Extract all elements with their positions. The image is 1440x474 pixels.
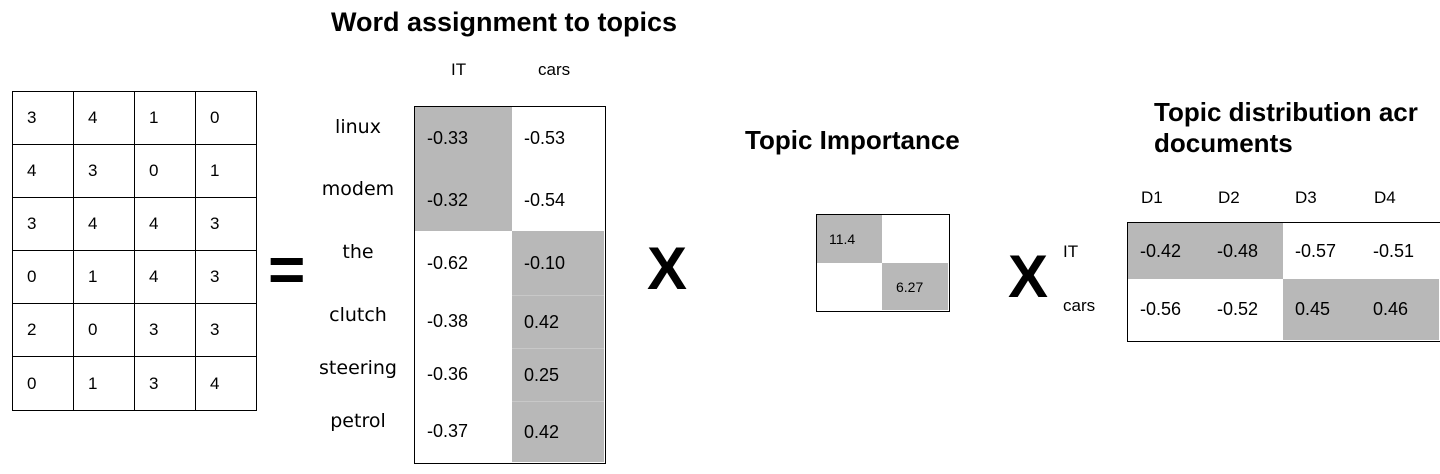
word-label: linux: [335, 116, 381, 138]
matrix-cell: 3: [134, 303, 196, 357]
word-label: modem: [321, 178, 395, 200]
matrix-cell: 3: [195, 303, 257, 357]
topic-label-it: IT: [451, 60, 467, 79]
matrix-cell: 4: [73, 197, 135, 251]
word-topic-cell: -0.37: [427, 421, 469, 441]
topic-doc-cell: -0.52: [1217, 299, 1259, 319]
matrix-cell: 0: [73, 303, 135, 357]
topic-label-cars: cars: [538, 60, 571, 79]
topic-doc-cell: -0.51: [1373, 240, 1415, 261]
word-topic-cell: -0.33: [415, 107, 512, 169]
topic-row-label-it: IT: [1063, 242, 1079, 261]
matrix-cell: 0: [195, 91, 257, 145]
topic-doc-cell: 0.45: [1283, 279, 1361, 340]
word-topic-cell: 0.42: [512, 295, 604, 348]
word-topic-cell: 0.42: [512, 401, 604, 462]
topic-document-matrix: -0.42 -0.48 -0.57 -0.51 -0.56 -0.52 0.45…: [1127, 222, 1440, 342]
importance-cell-it: 11.4: [817, 215, 882, 263]
topic-doc-cell: -0.57: [1295, 240, 1337, 261]
doc-label: D2: [1218, 188, 1240, 207]
word-label: clutch: [329, 304, 387, 326]
matrix-cell: 4: [73, 91, 135, 145]
matrix-cell: 3: [195, 250, 257, 304]
matrix-cell: 4: [195, 356, 257, 411]
matrix-cell: 3: [195, 197, 257, 251]
matrix-cell: 1: [134, 91, 196, 145]
word-label: petrol: [330, 410, 386, 432]
matrix-cell: 3: [12, 91, 74, 145]
matrix-cell: 0: [12, 250, 74, 304]
topic-doc-cell: -0.56: [1140, 299, 1182, 319]
matrix-cell: 0: [12, 356, 74, 411]
matrix-cell: 3: [73, 144, 135, 198]
word-topic-cell: -0.38: [427, 311, 469, 331]
word-label: the: [342, 241, 374, 263]
doc-label: D3: [1295, 188, 1317, 207]
matrix-cell: 1: [73, 356, 135, 411]
topic-distribution-title-line2: documents: [1154, 128, 1293, 158]
word-topic-cell: 0.25: [512, 348, 604, 401]
topic-doc-cell: 0.46: [1361, 279, 1439, 340]
word-topic-cell: -0.53: [524, 127, 566, 148]
matrix-cell: 4: [12, 144, 74, 198]
topic-row-label-cars: cars: [1063, 296, 1096, 315]
word-topic-matrix: -0.33 -0.53 -0.32 -0.54 -0.62 -0.10 -0.3…: [414, 106, 606, 464]
matrix-cell: 2: [12, 303, 74, 357]
matrix-cell: 1: [73, 250, 135, 304]
word-topic-cell: -0.62: [427, 252, 469, 273]
importance-cell-cars: 6.27: [882, 263, 948, 310]
multiply-sign: X: [647, 235, 688, 302]
word-topic-cell: -0.36: [427, 364, 469, 384]
topic-importance-title: Topic Importance: [745, 125, 960, 155]
word-topic-cell: -0.32: [415, 169, 512, 231]
topic-importance-matrix: 11.4 6.27: [816, 214, 950, 312]
equals-sign: =: [268, 233, 306, 305]
term-document-matrix: 3 4 1 0 4 3 0 1 3 4 4 3 0 1 4 3 2 0 3 3 …: [12, 91, 257, 411]
matrix-cell: 3: [134, 356, 196, 411]
matrix-cell: 4: [134, 197, 196, 251]
multiply-sign: X: [1008, 243, 1049, 310]
doc-label: D1: [1141, 188, 1163, 207]
word-topic-cell: -0.10: [512, 231, 604, 295]
topic-distribution-title-line1: Topic distribution acr: [1154, 97, 1418, 127]
word-label: steering: [319, 357, 397, 379]
word-topic-cell: -0.54: [524, 189, 566, 210]
matrix-cell: 4: [134, 250, 196, 304]
matrix-cell: 1: [195, 144, 257, 198]
topic-doc-cell: -0.42: [1128, 223, 1205, 279]
matrix-cell: 3: [12, 197, 74, 251]
matrix-cell: 0: [134, 144, 196, 198]
word-assignment-title: Word assignment to topics: [331, 7, 678, 37]
doc-label: D4: [1374, 188, 1396, 207]
topic-doc-cell: -0.48: [1205, 223, 1283, 279]
